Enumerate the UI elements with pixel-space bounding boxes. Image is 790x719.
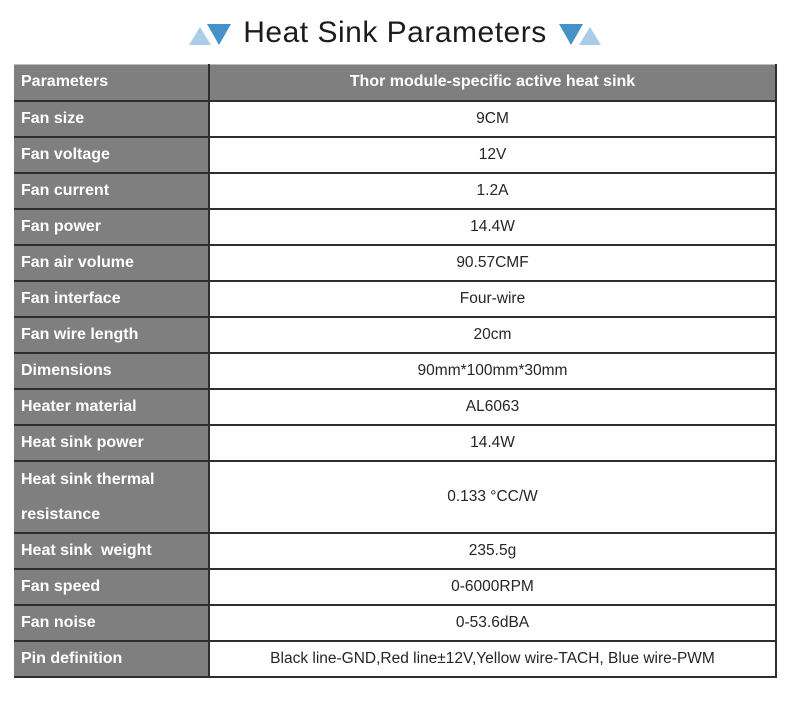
param-value: 12V	[209, 136, 776, 174]
param-value: Four-wire	[209, 280, 776, 318]
param-value: 90mm*100mm*30mm	[209, 352, 776, 390]
triangle-down-icon	[207, 23, 232, 45]
param-label: Fan power	[14, 208, 210, 246]
param-value: 9CM	[209, 100, 776, 138]
param-label: Fan current	[14, 172, 210, 210]
param-label: Fan voltage	[14, 136, 210, 174]
triangle-down-icon	[558, 23, 583, 45]
param-label: Fan speed	[14, 568, 210, 606]
title-decoration-left	[189, 23, 232, 45]
table-row: Dimensions 90mm*100mm*30mm	[14, 352, 776, 390]
param-label: Pin definition	[14, 640, 210, 678]
table-row: Heat sink thermal resistance 0.133 °CC/W	[14, 460, 776, 534]
table-row: Fan noise 0-53.6dBA	[14, 604, 776, 642]
param-value: 0.133 °CC/W	[209, 460, 776, 534]
triangle-up-icon	[189, 26, 212, 45]
table-row: Fan current 1.2A	[14, 172, 776, 210]
param-label: Fan air volume	[14, 244, 210, 282]
param-label: Heat sink thermal resistance	[14, 460, 210, 534]
param-value: AL6063	[209, 388, 776, 426]
param-value: 14.4W	[209, 424, 776, 462]
header-product-cell: Thor module-specific active heat sink	[209, 64, 776, 102]
table-body: Fan size 9CM Fan voltage 12V Fan current 1.2A…	[14, 100, 776, 678]
param-value: Black line-GND,Red line±12V,Yellow wire-…	[209, 640, 776, 678]
heat-sink-parameters-table: Parameters Thor module-specific active h…	[14, 64, 777, 678]
table-row: Heater material AL6063	[14, 388, 776, 426]
page-title: Heat Sink Parameters	[243, 16, 547, 49]
param-value: 1.2A	[209, 172, 776, 210]
title-bar: Heat Sink Parameters	[0, 13, 790, 55]
table-row: Heat sink weight 235.5g	[14, 532, 776, 570]
table-row: Fan size 9CM	[14, 100, 776, 138]
table-row: Fan air volume 90.57CMF	[14, 244, 776, 282]
param-value: 14.4W	[209, 208, 776, 246]
param-label: Heat sink power	[14, 424, 210, 462]
table-header-row: Parameters Thor module-specific active h…	[14, 64, 776, 102]
table-row: Fan voltage 12V	[14, 136, 776, 174]
param-label: Heat sink weight	[14, 532, 210, 570]
param-label: Fan wire length	[14, 316, 210, 354]
table-row: Fan wire length 20cm	[14, 316, 776, 354]
header-parameters-cell: Parameters	[14, 64, 210, 102]
table-row: Fan speed 0-6000RPM	[14, 568, 776, 606]
param-label: Dimensions	[14, 352, 210, 390]
param-value: 0-53.6dBA	[209, 604, 776, 642]
param-value: 20cm	[209, 316, 776, 354]
table-row: Pin definition Black line-GND,Red line±12…	[14, 640, 776, 678]
param-label: Fan interface	[14, 280, 210, 318]
table-row: Fan interface Four-wire	[14, 280, 776, 318]
table-row: Heat sink power 14.4W	[14, 424, 776, 462]
param-label: Fan noise	[14, 604, 210, 642]
param-value: 90.57CMF	[209, 244, 776, 282]
title-decoration-right	[558, 23, 601, 45]
table-row: Fan power 14.4W	[14, 208, 776, 246]
param-label: Heater material	[14, 388, 210, 426]
param-value: 0-6000RPM	[209, 568, 776, 606]
triangle-up-icon	[578, 26, 601, 45]
param-label: Fan size	[14, 100, 210, 138]
param-value: 235.5g	[209, 532, 776, 570]
